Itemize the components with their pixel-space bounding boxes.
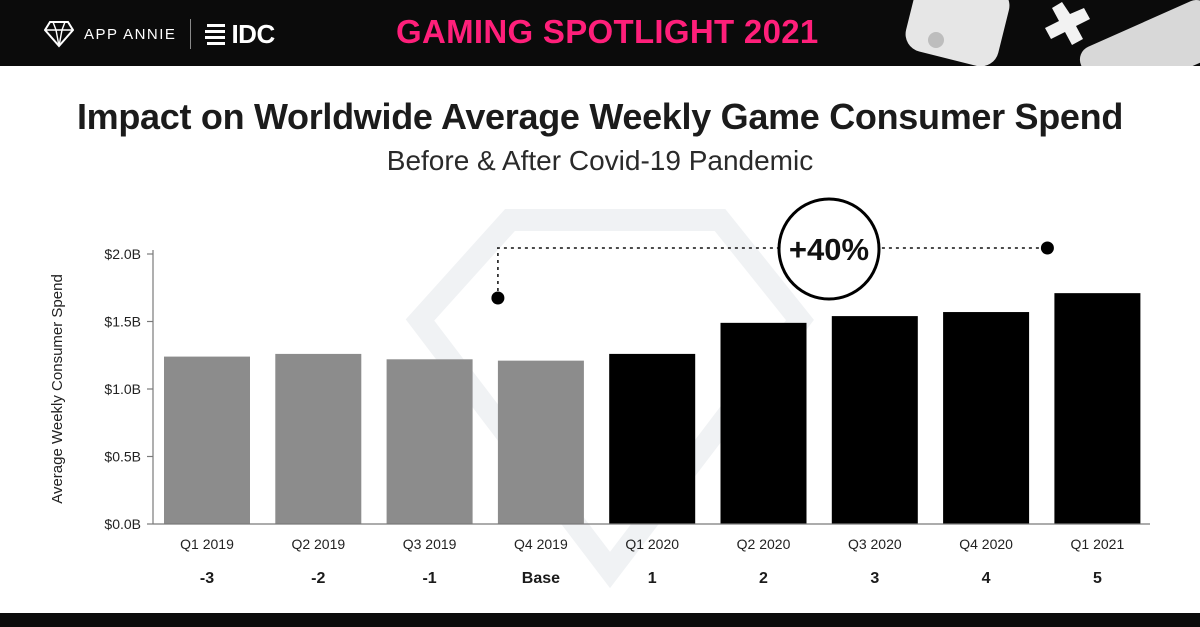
idc-stripes-icon	[205, 24, 226, 45]
brand-logos: APP ANNIE IDC	[44, 17, 275, 51]
header-bar: APP ANNIE IDC GAMING SPOTLIGHT 2021	[0, 0, 1200, 66]
app-annie-diamond-icon	[44, 21, 74, 48]
x-index-label: 3	[870, 570, 879, 587]
x-index-label: Base	[522, 570, 560, 587]
x-index-label: -3	[200, 570, 214, 587]
x-tick-label: Q4 2020	[959, 536, 1013, 552]
bar-chart: $0.0B $0.5B $1.0B $1.5B $2.0B Average Weekly …	[49, 197, 1150, 589]
annotation-dotted-line	[497, 247, 1048, 298]
footer-bar	[0, 613, 1200, 627]
chart-title: Impact on Worldwide Average Weekly Game …	[76, 96, 1124, 137]
x-tick-label: Q1 2021	[1071, 536, 1125, 552]
annotation-start-dot	[491, 291, 505, 305]
bar-q3-2020	[831, 316, 918, 524]
logo-divider	[190, 19, 192, 49]
watermark-diamond-icon	[405, 209, 814, 589]
y-axis-label: Average Weekly Consumer Spend	[49, 274, 66, 504]
game-controller-decoration-icon	[905, 0, 1200, 66]
annotation-label: +40%	[789, 232, 869, 267]
x-tick-label: Q3 2020	[848, 536, 902, 552]
x-index-label: 2	[759, 570, 768, 587]
bar-q2-2020	[720, 322, 807, 524]
x-index-label: 1	[648, 570, 657, 587]
x-tick-label: Q3 2019	[403, 536, 457, 552]
x-index-label: 5	[1093, 570, 1102, 587]
x-tick-label: Q1 2019	[180, 536, 234, 552]
bar-q4-2020	[943, 312, 1030, 524]
banner-title: GAMING SPOTLIGHT 2021	[396, 13, 819, 50]
x-tick-label: Q4 2019	[514, 536, 568, 552]
bar-q1-2020	[609, 353, 696, 524]
y-tick-label: $1.0B	[104, 381, 141, 397]
x-tick-label: Q1 2020	[625, 536, 679, 552]
brand-name: APP ANNIE	[84, 25, 177, 43]
x-tick-label: Q2 2019	[291, 536, 345, 552]
bar-q2-2019	[275, 353, 362, 524]
bar-q1-2021	[1054, 293, 1141, 524]
bar-q4-2019	[497, 360, 584, 524]
x-index-label: 4	[982, 570, 991, 587]
x-index-label: -2	[311, 570, 325, 587]
x-tick-label: Q2 2020	[737, 536, 791, 552]
partner-name: IDC	[231, 18, 275, 49]
y-tick-label: $0.5B	[104, 449, 141, 465]
x-index-label: -1	[422, 570, 436, 587]
y-tick-label: $1.5B	[104, 314, 141, 330]
annotation-circle	[777, 197, 881, 301]
y-tick-label: $0.0B	[104, 516, 141, 532]
bar-q3-2019	[386, 359, 473, 524]
y-tick-label: $2.0B	[104, 246, 141, 262]
bar-q1-2019	[164, 356, 250, 524]
annotation-end-dot	[1040, 241, 1054, 255]
chart-subtitle: Before & After Covid-19 Pandemic	[386, 145, 814, 176]
